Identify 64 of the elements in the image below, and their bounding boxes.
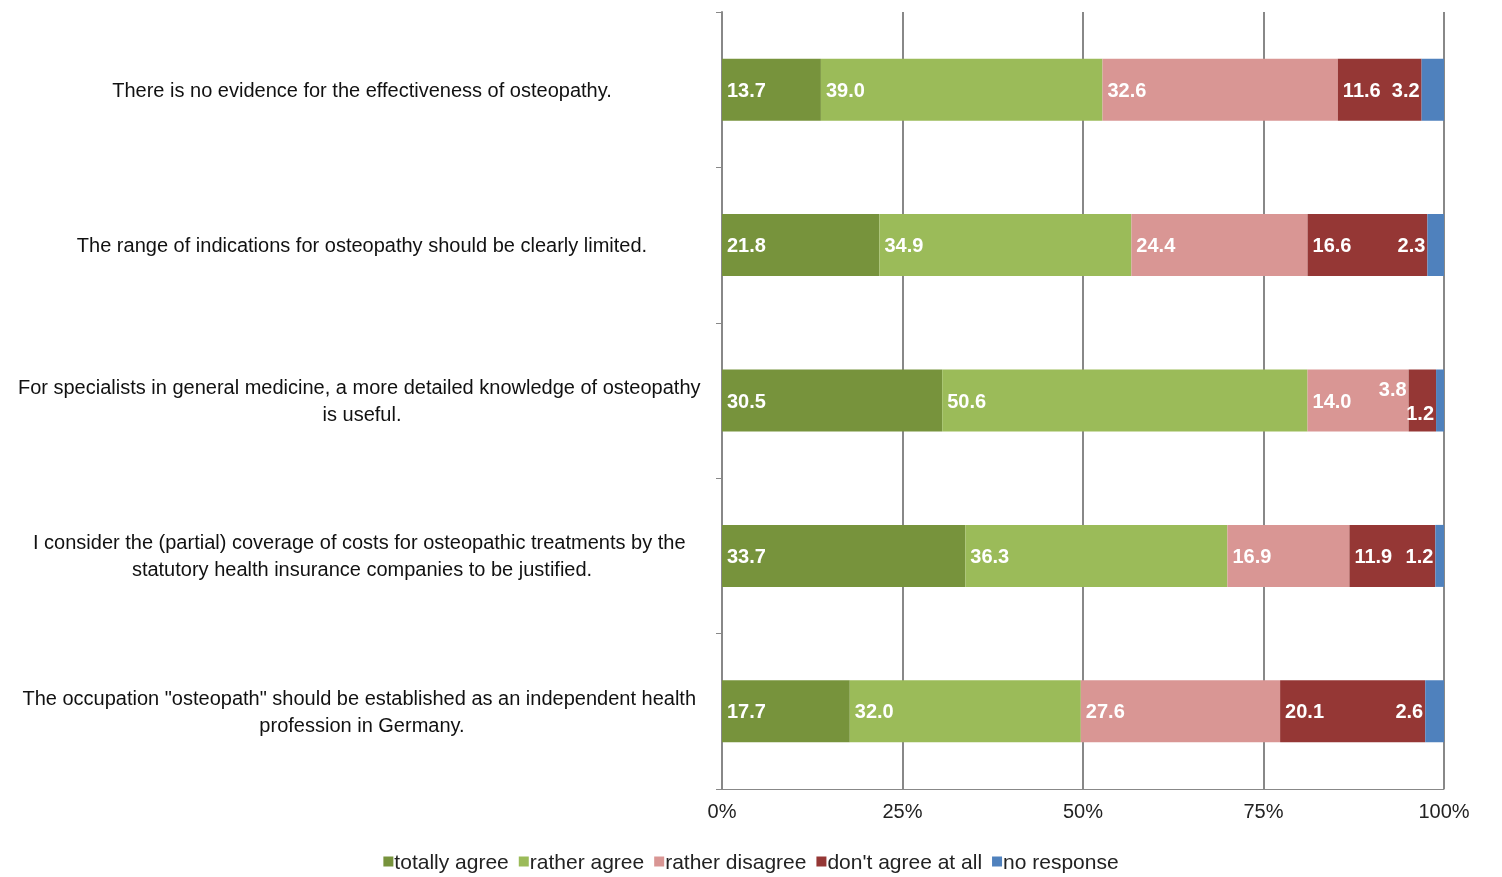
bar (1307, 214, 1428, 277)
data-label: 3.8 (1378, 377, 1407, 400)
bar (1427, 214, 1444, 277)
bar (722, 680, 850, 743)
y-tick-label: For specialists in general medicine, a more detailed knowledge of osteopathy is useful. (17, 376, 707, 425)
data-label: 32.0 (854, 700, 894, 723)
y-tick-label: There is no evidence for the effectiveness of osteopathy. (112, 78, 612, 101)
data-label: 16.6 (1312, 234, 1352, 257)
bar (1349, 524, 1436, 587)
x-tick-label: 50% (1062, 800, 1104, 822)
data-label: 20.1 (1285, 700, 1325, 723)
x-tick-label: 0% (707, 800, 737, 822)
data-label: 13.7 (727, 78, 766, 101)
legend-label: rather agree (529, 850, 645, 873)
data-label: 30.5 (727, 389, 766, 412)
data-label: 3.2 (1391, 78, 1420, 101)
bar (879, 214, 1132, 277)
data-label: 11.9 (1354, 544, 1393, 567)
bar (1435, 524, 1444, 587)
data-label: 1.2 (1406, 401, 1435, 424)
data-label: 16.9 (1232, 544, 1272, 567)
bar (1307, 369, 1409, 432)
legend-label: no response (1003, 850, 1119, 873)
bar (1102, 58, 1338, 121)
bar (722, 524, 966, 587)
x-tick-label: 25% (882, 800, 923, 822)
data-label: 27.6 (1085, 700, 1125, 723)
data-label: 21.8 (727, 234, 766, 257)
data-label: 14.0 (1312, 389, 1352, 412)
y-tick-label: The range of indications for osteopathy should be clearly limited. (76, 234, 648, 257)
data-label: 2.3 (1397, 234, 1426, 257)
bar (1280, 680, 1426, 743)
bar (965, 524, 1228, 587)
y-tick-label: The occupation "osteopath" should be established as an independent health profession in Germany. (22, 686, 702, 736)
bar (942, 369, 1308, 432)
data-label: 2.6 (1395, 700, 1424, 723)
legend-label: don't agree at all (827, 850, 983, 873)
data-label: 32.6 (1107, 78, 1147, 101)
data-label: 17.7 (727, 700, 766, 723)
bar (820, 58, 1103, 121)
data-label: 34.9 (884, 234, 924, 257)
data-label: 24.4 (1136, 234, 1177, 257)
y-tick-label: I consider the (partial) coverage of costs for osteopathic treatments by the statutory health insurance companies to be justified. (32, 531, 692, 581)
data-label: 36.3 (970, 544, 1010, 567)
bar (1421, 58, 1444, 121)
bar (1436, 369, 1444, 432)
data-label: 1.2 (1405, 544, 1434, 567)
x-tick-label: 100% (1418, 800, 1470, 822)
data-label: 33.7 (727, 544, 766, 567)
bar (1337, 58, 1422, 121)
data-label: 39.0 (825, 78, 865, 101)
x-tick-label: 75% (1243, 800, 1284, 822)
bar (1131, 214, 1308, 277)
bar (722, 369, 943, 432)
bar (849, 680, 1081, 743)
bar (722, 214, 880, 277)
data-label: 50.6 (947, 389, 987, 412)
legend-label: totally agree (394, 850, 509, 873)
bar (1080, 680, 1281, 743)
bar (1227, 524, 1350, 587)
bar (722, 58, 821, 121)
bar (1425, 680, 1444, 743)
legend-label: rather disagree (665, 850, 807, 873)
data-label: 11.6 (1342, 78, 1381, 101)
